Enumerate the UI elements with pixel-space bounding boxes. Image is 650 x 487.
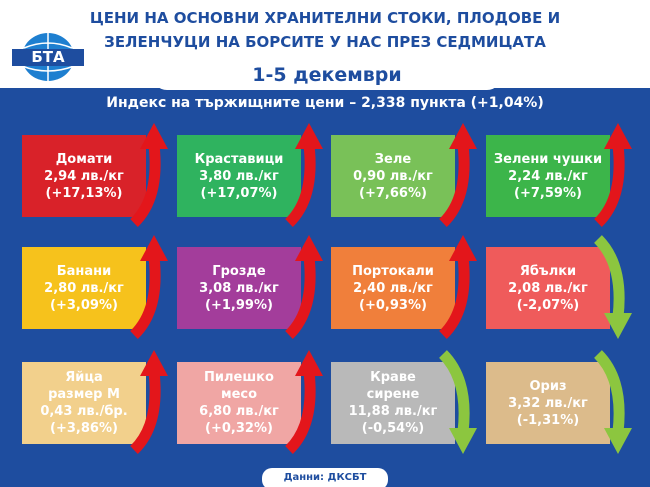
price-tile: Зелени чушки 2,24 лв./кг (+7,59%): [486, 135, 610, 217]
tile-text: (+17,07%): [200, 185, 278, 201]
index-line: Индекс на тържищните цени – 2,338 пункта…: [106, 95, 544, 111]
tile-text: 11,88 лв./кг: [348, 404, 438, 419]
tile-text: 6,80 лв./кг: [199, 404, 279, 419]
price-tile: Краставици 3,80 лв./кг (+17,07%): [177, 135, 301, 217]
price-tile: Краве сирене 11,88 лв./кг (-0,54%): [331, 362, 455, 444]
tile-text: сирене: [366, 387, 420, 402]
tile-text: (+7,59%): [514, 185, 582, 201]
tile-text: 2,40 лв./кг: [353, 280, 433, 296]
tile-text: Зеле: [374, 151, 412, 167]
tile-text: Яйца: [65, 370, 103, 385]
logo-text: БТА: [31, 48, 65, 66]
tile-text: Портокали: [352, 263, 434, 279]
tile-text: (-1,31%): [516, 412, 580, 428]
logo: БТА: [12, 33, 84, 81]
tile-text: Пилешко: [204, 370, 274, 385]
trend-arrow: [130, 235, 168, 339]
tile-text: Зелени чушки: [493, 151, 603, 167]
tile-text: Ориз: [529, 378, 567, 394]
tile-text: (+0,32%): [205, 421, 273, 436]
price-tile: Яйца размер М 0,43 лв./бр. (+3,86%): [22, 362, 146, 444]
date: 1-5 декември: [152, 60, 502, 90]
price-tile: Ябълки 2,08 лв./кг (-2,07%): [486, 247, 610, 329]
trend-arrow: [593, 235, 632, 339]
tile-text: 3,80 лв./кг: [199, 168, 279, 184]
tile-text: размер М: [48, 387, 120, 402]
trend-arrow: [439, 123, 477, 227]
tile-text: 2,94 лв./кг: [44, 168, 124, 184]
tile-text: (+3,09%): [50, 297, 118, 313]
tile-text: Краве: [370, 370, 416, 385]
tile-text: Краставици: [194, 151, 284, 167]
trend-arrow: [285, 123, 323, 227]
price-tile: Банани 2,80 лв./кг (+3,09%): [22, 247, 146, 329]
title-line: ЦЕНИ НА ОСНОВНИ ХРАНИТЕЛНИ СТОКИ, ПЛОДОВ…: [89, 9, 561, 27]
tile-text: (-0,54%): [361, 421, 425, 436]
tile-text: (+3,86%): [50, 421, 118, 436]
source: Данни: ДКСБТ: [262, 468, 388, 487]
price-tile: Ориз 3,32 лв./кг (-1,31%): [486, 362, 610, 444]
trend-arrow: [438, 350, 477, 454]
price-tile: Грозде 3,08 лв./кг (+1,99%): [177, 247, 301, 329]
tile-text: месо: [220, 387, 258, 402]
trend-arrow: [285, 235, 323, 339]
title-line: ЗЕЛЕНЧУЦИ НА БОРСИТЕ У НАС ПРЕЗ СЕДМИЦАТ…: [104, 33, 546, 51]
trend-arrow: [594, 123, 632, 227]
trend-arrow: [593, 350, 632, 454]
trend-arrow: [439, 235, 477, 339]
tile-text: Грозде: [212, 263, 266, 279]
tile-text: (+7,66%): [359, 185, 427, 201]
price-tile: Пилешко месо 6,80 лв./кг (+0,32%): [177, 362, 301, 444]
trend-arrow: [130, 350, 168, 454]
tile-text: (-2,07%): [516, 297, 580, 313]
trend-arrow: [130, 123, 168, 227]
tile-text: (+1,99%): [205, 297, 273, 313]
tile-text: (+0,93%): [359, 297, 427, 313]
price-tile: Зеле 0,90 лв./кг (+7,66%): [331, 135, 455, 217]
tile-text: 2,08 лв./кг: [508, 280, 588, 296]
tile-text: 2,80 лв./кг: [44, 280, 124, 296]
tile-text: Ябълки: [519, 263, 577, 279]
price-tile: Домати 2,94 лв./кг (+17,13%): [22, 135, 146, 217]
tile-text: 3,08 лв./кг: [199, 280, 279, 296]
tile-text: Банани: [56, 263, 112, 279]
tile-text: 0,90 лв./кг: [353, 168, 433, 184]
tile-text: Домати: [55, 151, 113, 167]
tile-text: 3,32 лв./кг: [508, 395, 588, 411]
tile-text: (+17,13%): [45, 185, 123, 201]
tile-text: 0,43 лв./бр.: [40, 404, 128, 419]
price-tile: Портокали 2,40 лв./кг (+0,93%): [331, 247, 455, 329]
tile-text: 2,24 лв./кг: [508, 168, 588, 184]
trend-arrow: [285, 350, 323, 454]
